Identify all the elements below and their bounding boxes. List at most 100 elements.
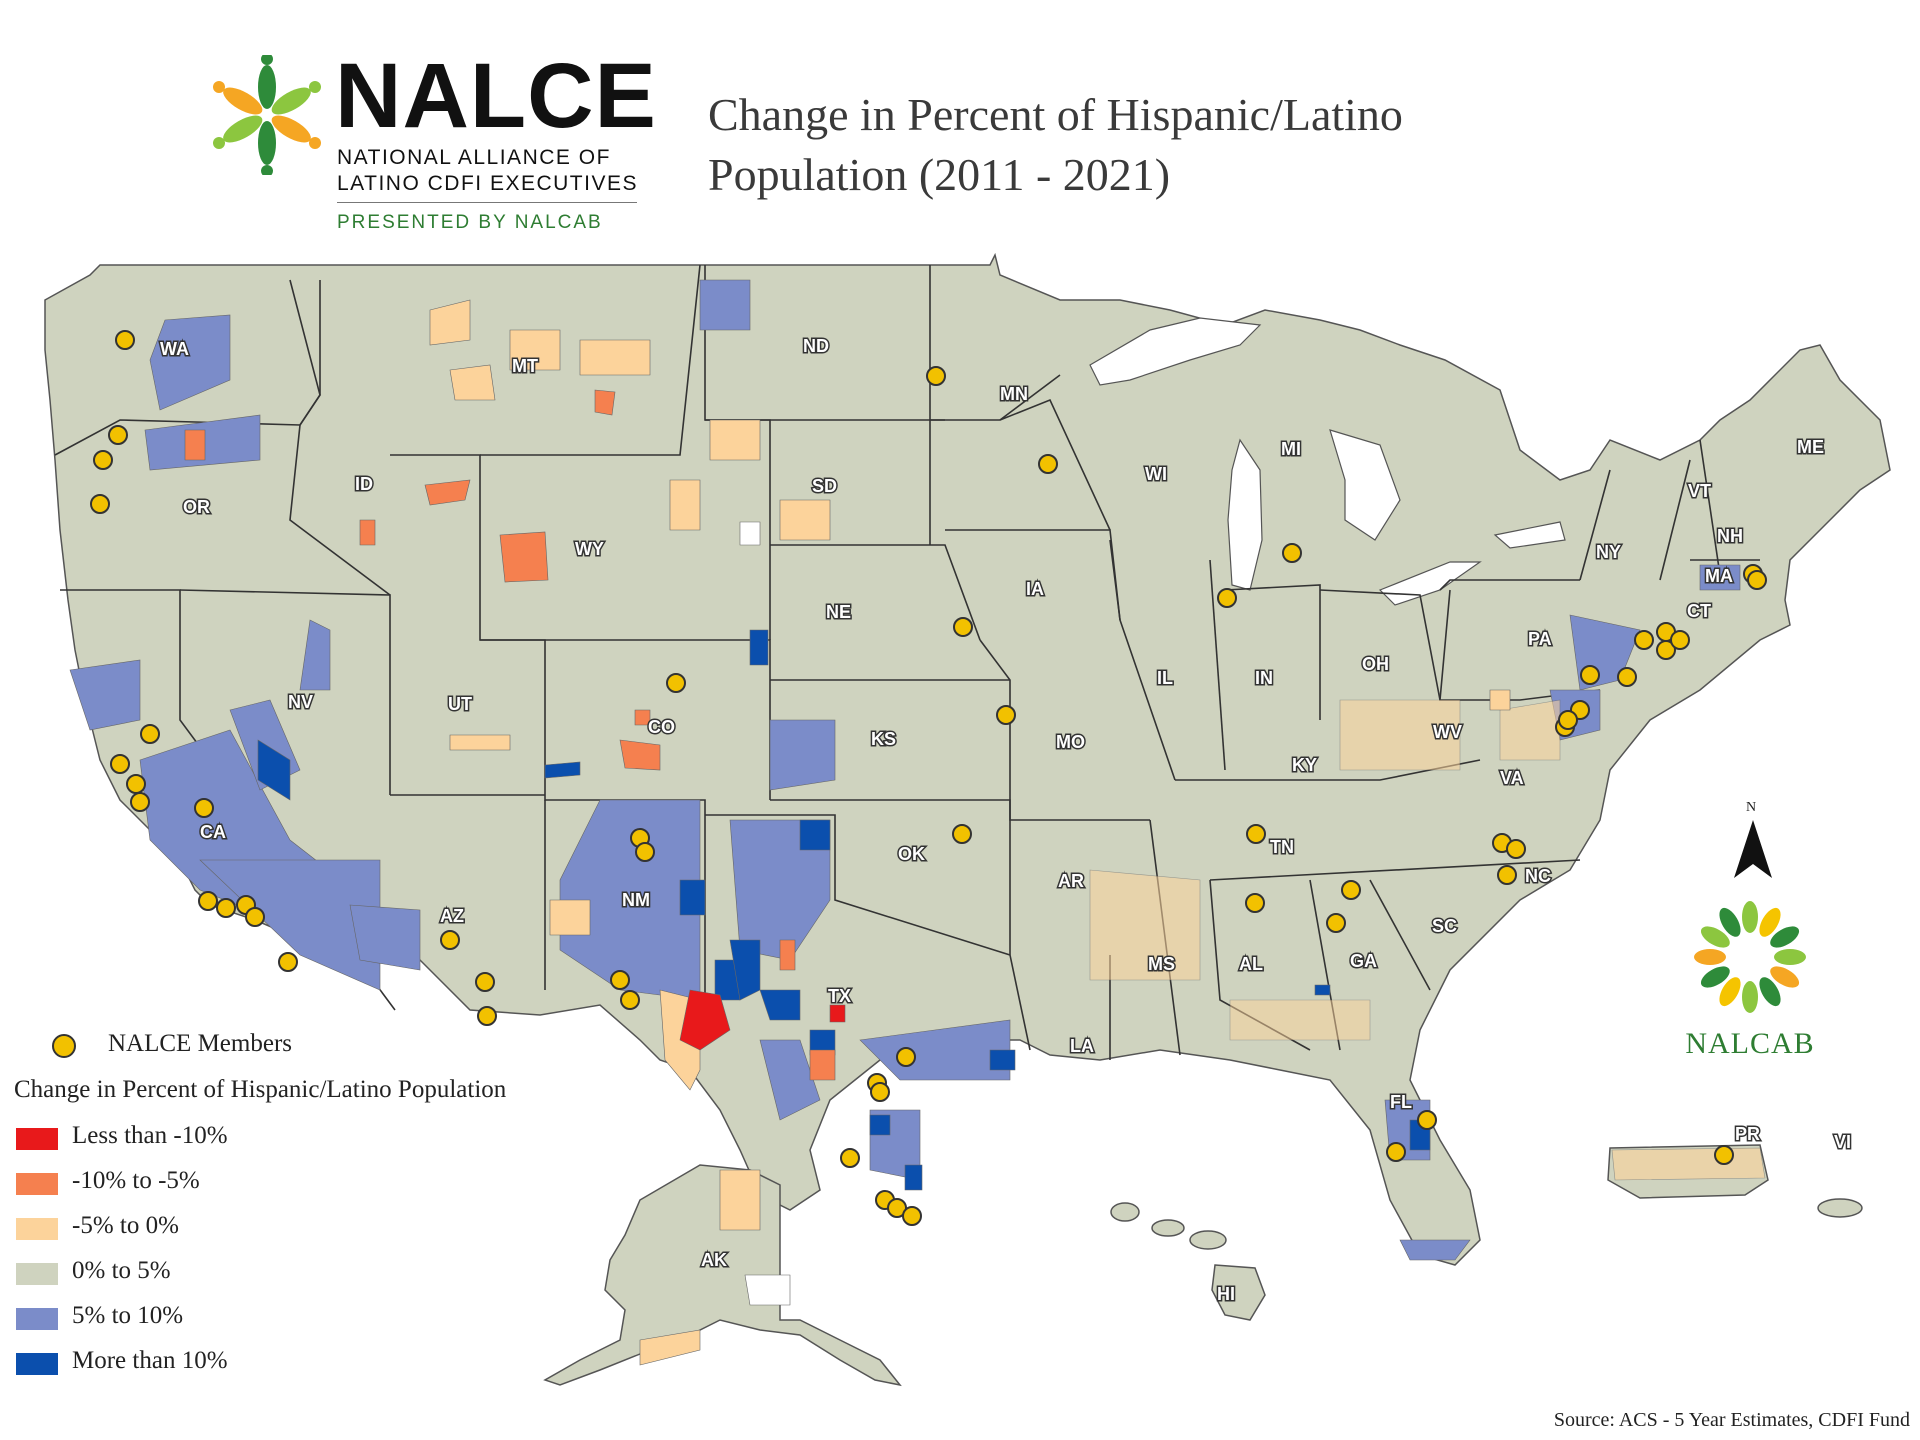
nalce-subtitle-line2: LATINO CDFI EXECUTIVES (337, 172, 638, 195)
state-label-mo: MO (1056, 732, 1085, 752)
state-label-wv: WV (1433, 722, 1462, 742)
member-point (1341, 880, 1361, 900)
member-point (115, 330, 135, 350)
member-point (1506, 839, 1526, 859)
lake-superior (1089, 317, 1262, 386)
nalce-logo: NALCE NATIONAL ALLIANCE OF LATINO CDFI E… (205, 50, 656, 233)
north-label: N (1746, 800, 1757, 815)
lake-ontario (1493, 521, 1566, 549)
member-point (952, 824, 972, 844)
state-label-mi: MI (1281, 439, 1301, 459)
state-label-ak: AK (701, 1250, 727, 1270)
member-point (902, 1206, 922, 1226)
north-arrow: N (1732, 800, 1774, 880)
member-point (216, 898, 236, 918)
member-point (1417, 1110, 1437, 1130)
map-title-line2: Population (2011 - 2021) (708, 149, 1171, 200)
lake-michigan (1227, 438, 1263, 591)
map-land (44, 252, 1891, 1387)
state-label-tn: TN (1270, 837, 1294, 857)
member-point (475, 972, 495, 992)
member-point (1747, 570, 1767, 590)
state-label-hi: HI (1217, 1284, 1235, 1304)
legend-swatch (16, 1218, 58, 1240)
state-label-ma: MA (1705, 566, 1733, 586)
state-label-nm: NM (622, 890, 650, 910)
legend-swatch (16, 1173, 58, 1195)
legend-label: 0% to 5% (72, 1257, 171, 1284)
state-label-ca: CA (200, 822, 226, 842)
legend-swatch (16, 1263, 58, 1285)
state-label-mn: MN (1000, 384, 1028, 404)
hawaii-island-2 (1151, 1219, 1185, 1237)
state-label-nh: NH (1717, 526, 1743, 546)
legend-label: 5% to 10% (72, 1302, 184, 1329)
hawaii-island-3 (1189, 1230, 1227, 1250)
nalce-subtitle: NATIONAL ALLIANCE OF LATINO CDFI EXECUTI… (337, 145, 638, 197)
state-label-co: CO (648, 717, 675, 737)
state-label-ct: CT (1687, 601, 1711, 621)
state-label-va: VA (1500, 768, 1524, 788)
member-point (996, 705, 1016, 725)
member-points (90, 330, 1767, 1226)
member-point (1326, 913, 1346, 933)
class-less-than-neg10 (679, 989, 846, 1051)
state-label-fl: FL (1390, 1092, 1412, 1112)
state-label-ok: OK (898, 844, 925, 864)
member-point (130, 792, 150, 812)
legend-label: -10% to -5% (72, 1167, 200, 1194)
member-point (477, 1006, 497, 1026)
member-point (1217, 588, 1237, 608)
legend-title: Change in Percent of Hispanic/Latino Pop… (14, 1076, 507, 1103)
state-label-ga: GA (1350, 951, 1377, 971)
nalce-presented-by: PRESENTED BY NALCAB (337, 212, 603, 233)
member-point (870, 1082, 890, 1102)
state-label-id: ID (355, 474, 373, 494)
state-label-ar: AR (1058, 871, 1084, 891)
legend-swatch (16, 1128, 58, 1150)
map-title-line1: Change in Percent of Hispanic/Latino (708, 89, 1403, 140)
member-point (1558, 710, 1578, 730)
member-point (840, 1148, 860, 1168)
state-label-wi: WI (1145, 464, 1167, 484)
source-note: Source: ACS - 5 Year Estimates, CDFI Fun… (1553, 1409, 1910, 1431)
member-point (896, 1047, 916, 1067)
member-point (90, 494, 110, 514)
alaska (543, 1164, 902, 1387)
member-point (93, 450, 113, 470)
legend-label: Less than -10% (72, 1122, 228, 1149)
nalce-subtitle-line1: NATIONAL ALLIANCE OF (337, 146, 611, 169)
nalce-flower-icon (213, 55, 321, 175)
hawaii-island-1 (1110, 1202, 1140, 1222)
nalcab-logo: NALCAB (1675, 895, 1825, 1065)
member-point (620, 990, 640, 1010)
state-label-vt: VT (1688, 481, 1711, 501)
member-point (635, 842, 655, 862)
member-point (440, 930, 460, 950)
state-label-ky: KY (1292, 755, 1317, 775)
state-label-ny: NY (1596, 542, 1621, 562)
legend-label: -5% to 0% (72, 1212, 179, 1239)
member-point (1246, 824, 1266, 844)
state-label-ms: MS (1148, 954, 1175, 974)
state-label-mt: MT (512, 356, 538, 376)
member-point (194, 798, 214, 818)
nalcab-wordmark: NALCAB (1685, 1027, 1815, 1060)
state-label-in: IN (1255, 668, 1273, 688)
state-label-pa: PA (1528, 629, 1552, 649)
member-point (140, 724, 160, 744)
member-point (1497, 865, 1517, 885)
state-label-sc: SC (1432, 916, 1457, 936)
legend-swatch (16, 1308, 58, 1330)
member-point (278, 952, 298, 972)
state-label-il: IL (1157, 668, 1173, 688)
state-label-ut: UT (448, 694, 472, 714)
nalce-wordmark: NALCE (335, 45, 657, 147)
member-point (245, 907, 265, 927)
virgin-islands (1817, 1198, 1863, 1218)
member-point (1386, 1142, 1406, 1162)
state-labels: WA OR CA NV ID MT WY UT AZ NM CO ND SD N… (159, 335, 1853, 1306)
state-label-la: LA (1070, 1036, 1094, 1056)
map-title: Change in Percent of Hispanic/Latino Pop… (708, 85, 1403, 205)
